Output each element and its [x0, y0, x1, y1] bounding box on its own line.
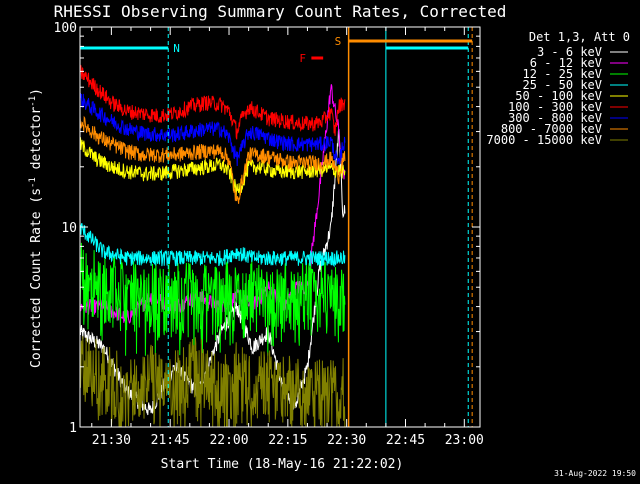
legend-label-3-6-kev: 3 - 6 keV — [537, 45, 602, 59]
footer-timestamp: 31-Aug-2022 19:50 — [554, 469, 636, 478]
legend-label-25-50-kev: 25 - 50 keV — [523, 78, 602, 92]
y-tick-label: 10 — [61, 221, 77, 236]
series-line-12-25-kev — [79, 242, 346, 357]
plot-area — [79, 64, 346, 428]
legend-label-12-25-kev: 12 - 25 keV — [523, 67, 602, 81]
legend-label-300-800-kev: 300 - 800 keV — [508, 111, 602, 125]
legend-title: Det 1,3, Att 0 — [529, 30, 630, 44]
x-tick-label: 22:30 — [327, 433, 366, 448]
legend-label-100-300-kev: 100 - 300 keV — [508, 100, 602, 114]
night-label: N — [173, 42, 180, 55]
x-axis-label: Start Time (18-May-16 21:22:02) — [161, 457, 404, 472]
legend-label-6-12-kev: 6 - 12 keV — [530, 56, 602, 70]
y-axis-label-end: ) — [29, 88, 44, 96]
x-tick-label: 22:15 — [268, 433, 307, 448]
y-tick-label: 100 — [54, 21, 77, 36]
series-line-25-50-kev — [79, 222, 346, 268]
series-line-100-300-kev — [79, 64, 346, 140]
legend-label-800-7000-kev: 800 - 7000 keV — [501, 122, 602, 136]
legend-label-7000-15000-kev: 7000 - 15000 keV — [486, 133, 602, 147]
x-tick-label: 21:45 — [151, 433, 190, 448]
chart-title: RHESSI Observing Summary Count Rates, Co… — [54, 2, 507, 21]
y-tick-label: 1 — [69, 421, 77, 436]
series-line-300-800-kev — [79, 93, 346, 167]
x-tick-label: 22:00 — [209, 433, 248, 448]
y-axis-label-mid: detector — [29, 107, 44, 178]
x-tick-label: 23:00 — [445, 433, 484, 448]
y-axis-label: Corrected Count Rate (s-1 detector-1) — [28, 88, 44, 368]
axes: 21:30 21:45 22:00 22:15 22:30 22:45 23:00 1 10 10… — [54, 21, 484, 448]
legend-label-50-100-kev: 50 - 100 keV — [515, 89, 602, 103]
series-line-50-100-kev — [79, 137, 346, 198]
x-tick-label: 21:30 — [92, 433, 131, 448]
flare-label: F — [299, 52, 306, 65]
saa-label: S — [335, 35, 342, 48]
series-line-7000-15000-kev — [79, 336, 346, 428]
annotation-layer: N F S — [80, 27, 473, 427]
series-line-800-7000-kev — [79, 115, 346, 204]
y-axis-label-main: Corrected Count Rate (s — [29, 188, 44, 368]
y-axis-label-sup2: -1 — [28, 96, 38, 107]
y-axis-label-sup1: -1 — [28, 177, 38, 188]
x-tick-label: 22:45 — [386, 433, 425, 448]
